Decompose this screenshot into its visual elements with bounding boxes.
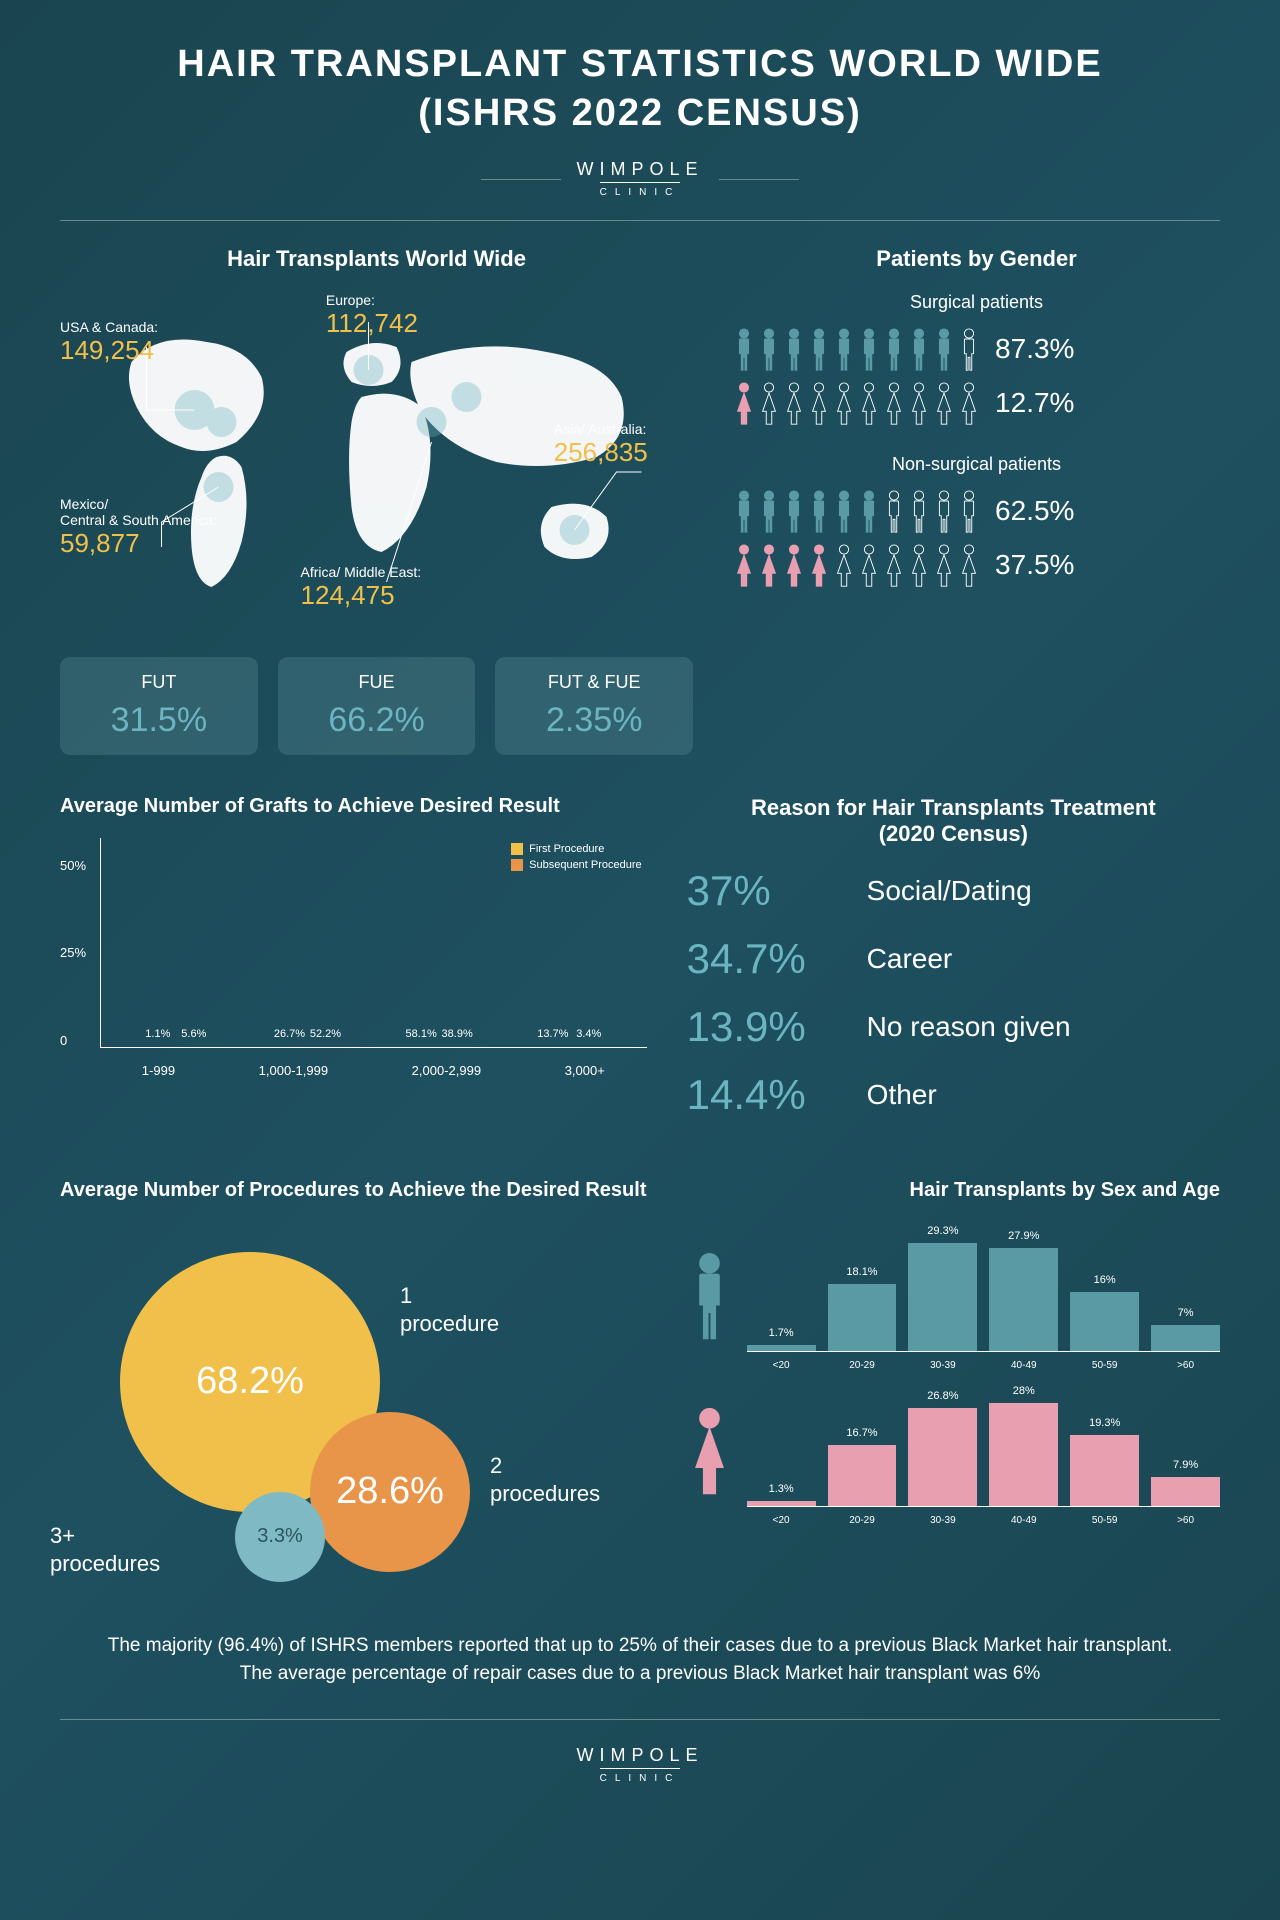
age-bar: 18.1%20-29 xyxy=(828,1284,897,1350)
female-icon xyxy=(883,544,905,586)
female-icon xyxy=(833,382,855,424)
male-icon xyxy=(908,328,930,370)
region-label: Europe:112,742 xyxy=(326,292,418,339)
male-icon xyxy=(858,328,880,370)
reasons-title: Reason for Hair Transplants Treatment (2… xyxy=(687,795,1220,847)
female-icon xyxy=(958,382,980,424)
age-bar: 1.3%<20 xyxy=(747,1501,816,1506)
age-title: Hair Transplants by Sex and Age xyxy=(687,1179,1220,1202)
age-chart-female: 1.3%<20 16.7%20-2926.8%30-3928%40-4919.3%… xyxy=(687,1377,1220,1507)
bubble: 3.3% xyxy=(235,1492,325,1582)
bubble-label: 2 procedures xyxy=(490,1452,600,1509)
male-icon xyxy=(808,490,830,532)
female-icon xyxy=(933,382,955,424)
method-boxes: FUT31.5%FUE66.2%FUT & FUE2.35% xyxy=(60,657,693,755)
grafts-title: Average Number of Grafts to Achieve Desi… xyxy=(60,795,647,818)
method-box: FUT & FUE2.35% xyxy=(495,657,693,755)
age-bar: 16.7%20-29 xyxy=(828,1445,897,1506)
grafts-chart: 025%50% 1.1%5.6%26.7%52.2%58.1%38.9%13.7… xyxy=(60,838,647,1078)
male-icon xyxy=(733,328,755,370)
female-icon xyxy=(808,544,830,586)
female-icon xyxy=(687,1407,732,1507)
female-icon xyxy=(808,382,830,424)
female-icon xyxy=(783,382,805,424)
age-bar: 28%40-49 xyxy=(989,1403,1058,1506)
main-title: HAIR TRANSPLANT STATISTICS WORLD WIDE (I… xyxy=(60,40,1220,139)
male-icon xyxy=(687,1252,732,1352)
reason-row: 34.7%Career xyxy=(687,935,1220,983)
reason-row: 13.9%No reason given xyxy=(687,1003,1220,1051)
age-bar: 26.8%30-39 xyxy=(908,1408,977,1506)
divider xyxy=(60,220,1220,221)
bubble-chart: 68.2%1 procedure28.6%2 procedures3.3%3+ … xyxy=(60,1222,647,1602)
age-bar: 7.9%>60 xyxy=(1151,1477,1220,1506)
female-icon xyxy=(908,382,930,424)
gender-row-female: 12.7% xyxy=(733,382,1220,424)
logo-top: WIMPOLE CLINIC xyxy=(60,159,1220,200)
female-icon xyxy=(833,544,855,586)
bubble-label: 3+ procedures xyxy=(50,1522,160,1579)
gender-section-surgical: Surgical patients87.3%12.7% xyxy=(733,292,1220,424)
world-map: USA & Canada:149,254 Europe:112,742 Asia/ … xyxy=(60,292,693,632)
method-box: FUT31.5% xyxy=(60,657,258,755)
region-label: USA & Canada:149,254 xyxy=(60,319,158,366)
female-icon xyxy=(858,382,880,424)
female-icon xyxy=(733,544,755,586)
male-icon xyxy=(933,328,955,370)
age-bar: 19.3%50-59 xyxy=(1070,1435,1139,1506)
region-label: Africa/ Middle East:124,475 xyxy=(301,564,422,611)
female-icon xyxy=(783,544,805,586)
region-label: Mexico/ Central & South America:59,877 xyxy=(60,496,217,559)
female-icon xyxy=(733,382,755,424)
gender-row-male: 62.5% xyxy=(733,490,1220,532)
footer-text: The majority (96.4%) of ISHRS members re… xyxy=(100,1632,1180,1689)
female-icon xyxy=(758,382,780,424)
method-box: FUE66.2% xyxy=(278,657,476,755)
female-icon xyxy=(958,544,980,586)
divider-bottom xyxy=(60,1719,1220,1720)
gender-row-female: 37.5% xyxy=(733,544,1220,586)
male-icon xyxy=(833,328,855,370)
male-icon xyxy=(958,490,980,532)
age-bar: 27.9%40-49 xyxy=(989,1248,1058,1350)
reason-row: 37%Social/Dating xyxy=(687,867,1220,915)
bubble: 28.6% xyxy=(310,1412,470,1572)
gender-title: Patients by Gender xyxy=(733,246,1220,272)
male-icon xyxy=(933,490,955,532)
logo-bottom: WIMPOLE CLINIC xyxy=(60,1745,1220,1786)
female-icon xyxy=(858,544,880,586)
age-bar: 16%50-59 xyxy=(1070,1292,1139,1351)
male-icon xyxy=(883,328,905,370)
procedures-title: Average Number of Procedures to Achieve … xyxy=(60,1179,647,1202)
male-icon xyxy=(758,328,780,370)
age-bar: 1.7%<20 xyxy=(747,1345,816,1351)
gender-row-male: 87.3% xyxy=(733,328,1220,370)
male-icon xyxy=(958,328,980,370)
male-icon xyxy=(908,490,930,532)
bubble-label: 1 procedure xyxy=(400,1282,499,1339)
male-icon xyxy=(783,490,805,532)
region-label: Asia/ Australia:256,835 xyxy=(554,421,648,468)
reason-row: 14.4%Other xyxy=(687,1071,1220,1119)
female-icon xyxy=(908,544,930,586)
male-icon xyxy=(783,328,805,370)
male-icon xyxy=(733,490,755,532)
age-chart-male: 1.7%<20 18.1%20-2929.3%30-3927.9%40-4916%… xyxy=(687,1222,1220,1352)
age-bar: 29.3%30-39 xyxy=(908,1243,977,1350)
male-icon xyxy=(858,490,880,532)
gender-section-nonsurgical: Non-surgical patients62.5%37.5% xyxy=(733,454,1220,586)
female-icon xyxy=(758,544,780,586)
female-icon xyxy=(883,382,905,424)
world-title: Hair Transplants World Wide xyxy=(60,246,693,272)
male-icon xyxy=(808,328,830,370)
age-bar: 7%>60 xyxy=(1151,1325,1220,1351)
male-icon xyxy=(883,490,905,532)
male-icon xyxy=(833,490,855,532)
female-icon xyxy=(933,544,955,586)
male-icon xyxy=(758,490,780,532)
